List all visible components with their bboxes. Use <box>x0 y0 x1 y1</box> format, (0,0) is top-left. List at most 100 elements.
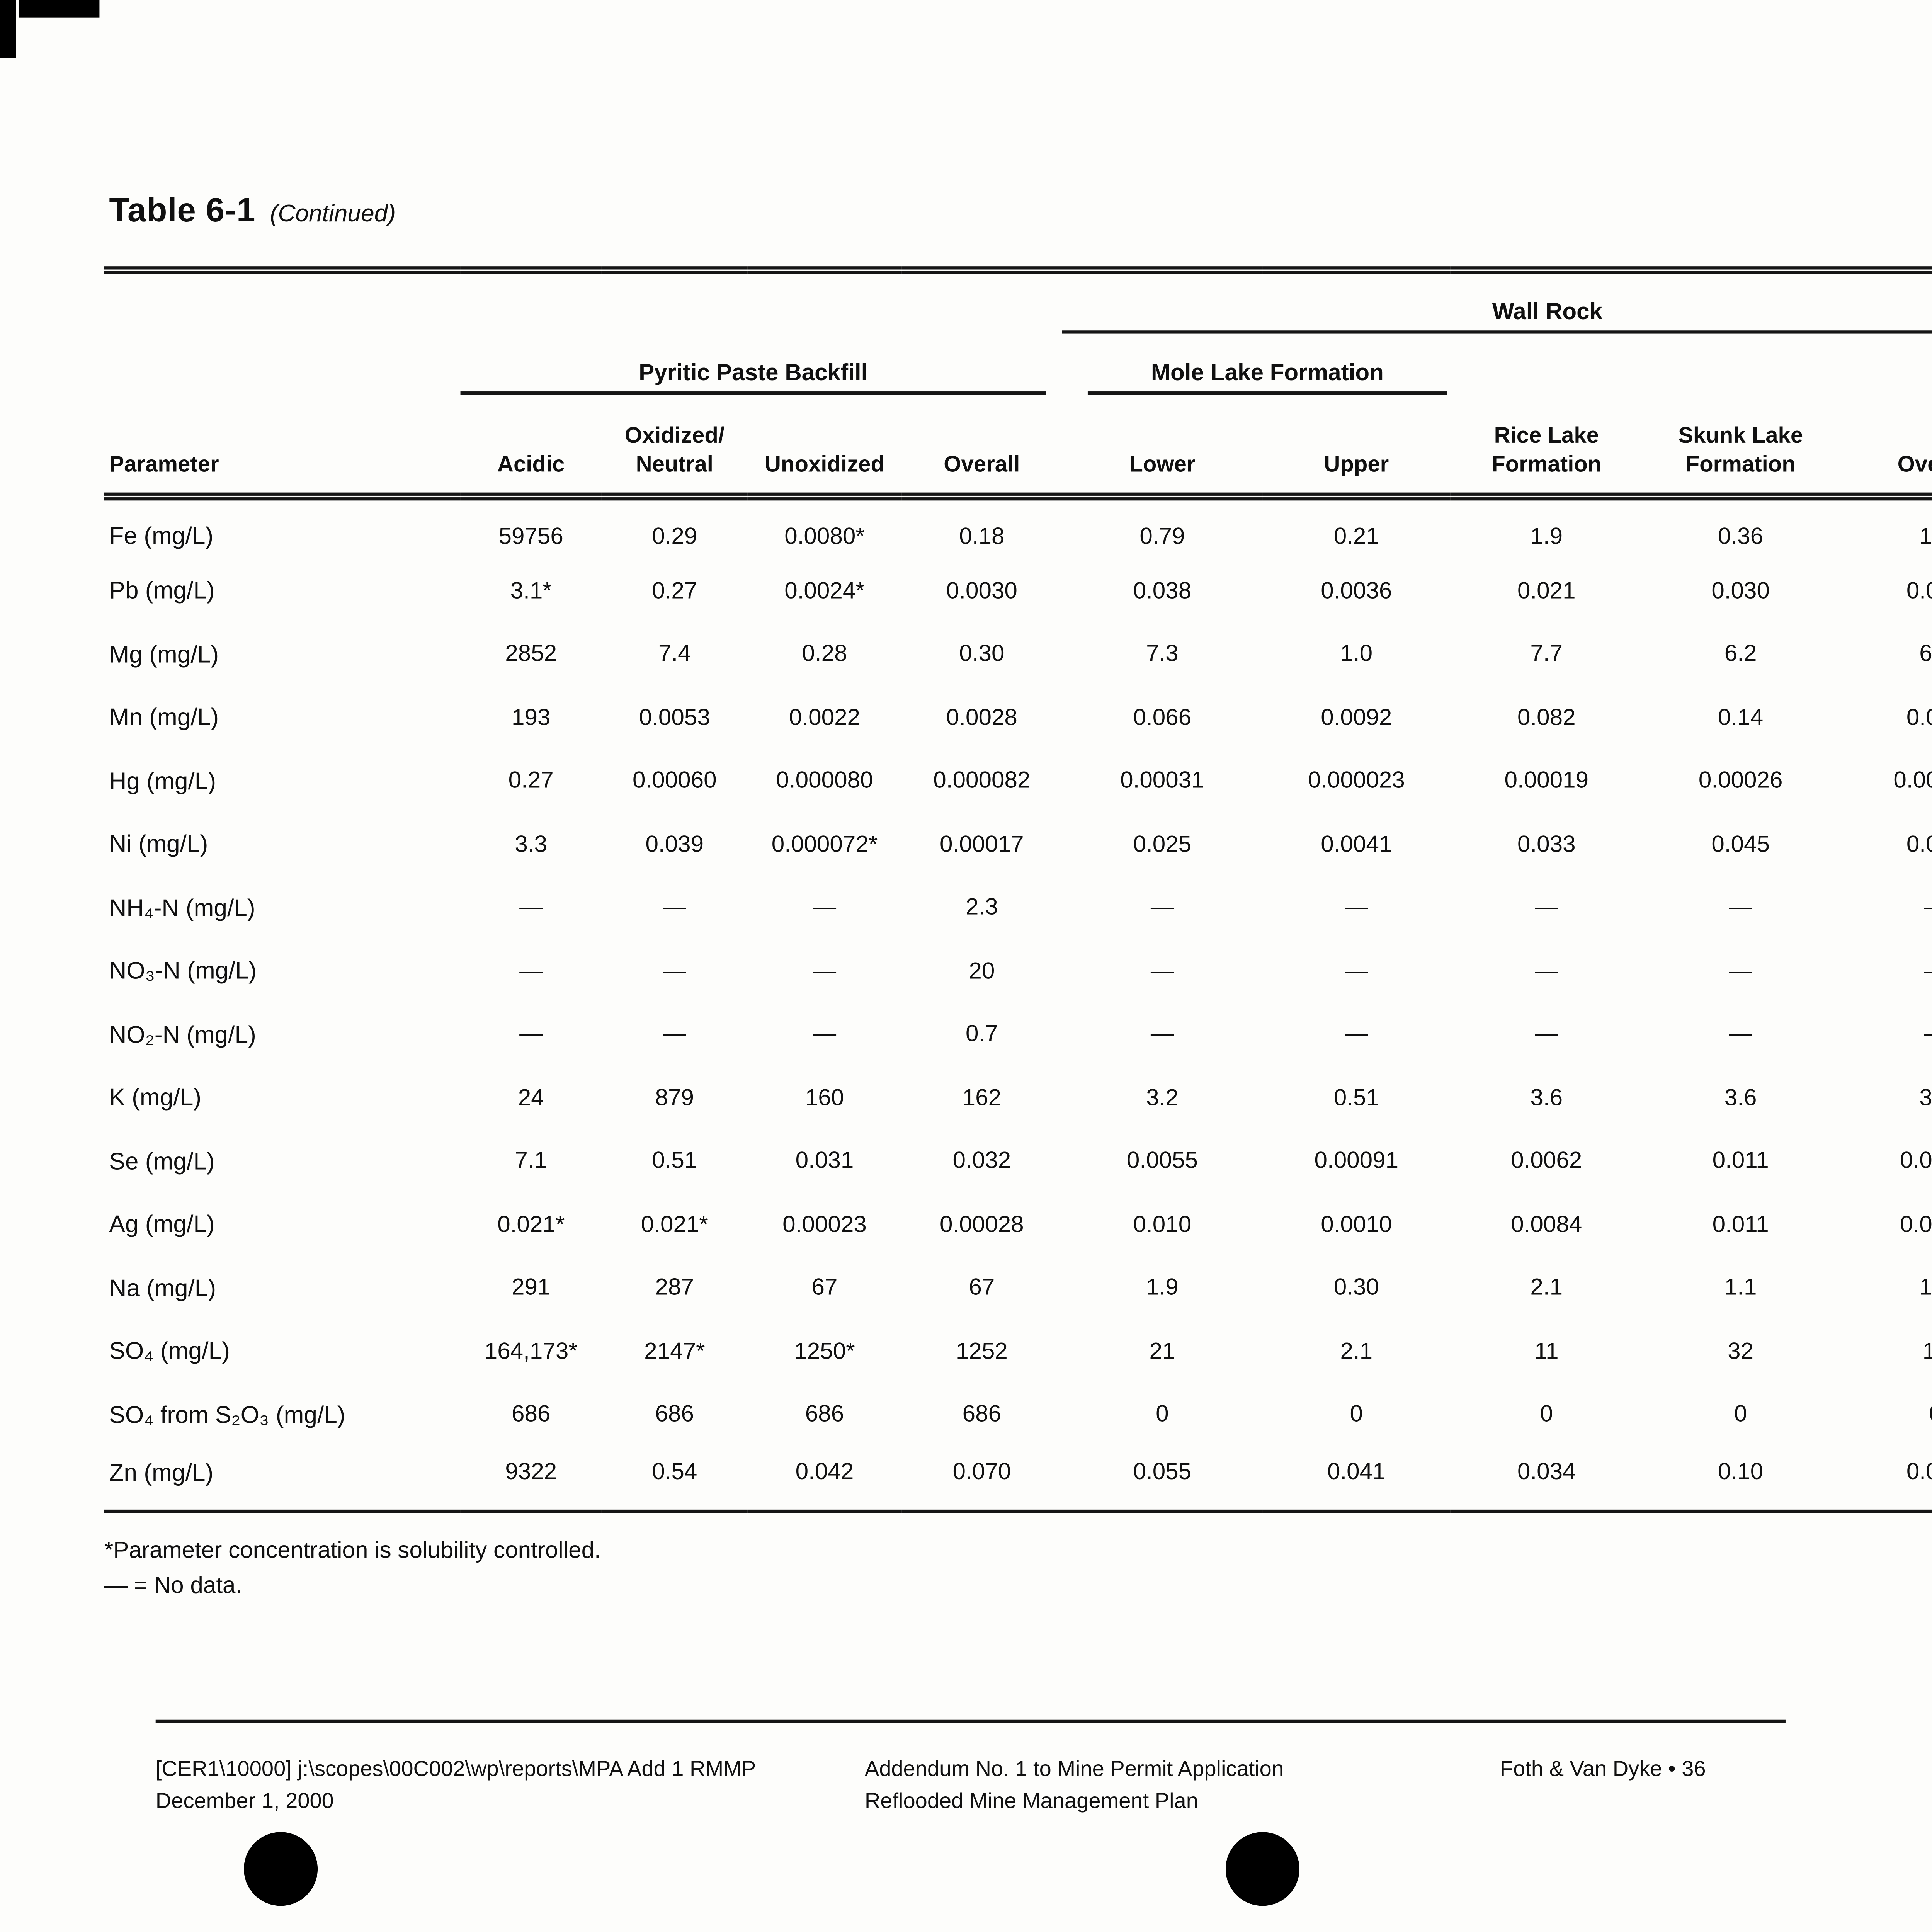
value-cell: — <box>663 1022 686 1048</box>
value-cell: 0.0036 <box>1321 578 1392 605</box>
value-cell: 0.00023 <box>782 1212 867 1238</box>
value-cell: 686 <box>805 1402 844 1429</box>
value-cell: 164,173* <box>484 1339 578 1365</box>
value-cell: 0.034 <box>1450 1447 1643 1512</box>
value-cell: 0.51 <box>1333 1085 1379 1112</box>
parameter-cell: Hg (mg/L) <box>109 768 216 796</box>
wall-rock-group-label: Wall Rock <box>1062 299 1932 333</box>
column-header: Oxidized/Neutral <box>601 394 748 501</box>
value-cell: 291 <box>511 1276 551 1302</box>
table-row: Na (mg/L)29128767671.90.302.11.11.80.156… <box>104 1257 1932 1320</box>
value-cell: 0 <box>1350 1402 1363 1429</box>
value-cell: 0.0041 <box>1321 832 1392 858</box>
value-cell: 1.9 <box>1530 524 1563 549</box>
parameter-cell: Na (mg/L) <box>109 1275 216 1303</box>
value-cell: 0.031 <box>795 1149 854 1175</box>
punch-hole-left <box>244 1832 318 1906</box>
value-cell: 0.51 <box>652 1149 697 1175</box>
value-cell: 0.021 <box>1517 578 1576 605</box>
value-cell: 0.00028 <box>940 1212 1024 1238</box>
value-cell: 0.049 <box>1838 1447 1932 1512</box>
parameter-cell: Ag (mg/L) <box>109 1211 215 1239</box>
value-cell: 1.0 <box>1340 642 1373 668</box>
value-cell: 0.54 <box>601 1447 748 1512</box>
table-title: Table 6-1 (Continued) <box>109 192 396 231</box>
value-cell: 0.27 <box>652 578 697 605</box>
column-header: Lower <box>1062 394 1263 501</box>
value-cell: — <box>1150 959 1174 985</box>
footer-rule <box>155 1719 1786 1723</box>
value-cell: 160 <box>805 1085 844 1112</box>
value-cell: 2.1 <box>1340 1339 1373 1365</box>
value-cell: 0.21 <box>1333 524 1379 549</box>
table-row: Hg (mg/L) 0.27 0.00060 0.000080 0.000082 0.00… <box>104 750 1932 813</box>
punch-hole-center <box>1225 1832 1299 1906</box>
table-row: Mn (mg/L) 193 0.0053 0.0022 0.0028 0.066 0.009… <box>104 687 1932 750</box>
value-cell: 0.042 <box>747 1447 902 1512</box>
table-row: Mg (mg/L)28527.40.280.307.31.07.76.26.70… <box>104 623 1932 687</box>
value-cell: 0.00017 <box>940 832 1024 858</box>
value-cell: 686 <box>511 1402 551 1429</box>
value-cell: 2.3 <box>965 895 998 922</box>
value-cell: 0.00091 <box>1314 1149 1399 1175</box>
value-cell: 879 <box>655 1085 694 1112</box>
table-row: Ag (mg/L) 0.021* 0.021* 0.00023 0.00028 0.010… <box>104 1194 1932 1257</box>
value-cell: — <box>1729 895 1752 922</box>
value-cell: 0.011 <box>1712 1149 1769 1175</box>
parameter-cell: Se (mg/L) <box>109 1148 215 1176</box>
wall-rock-group-header: Wall Rock <box>1062 270 1932 333</box>
value-cell: 0.000072* <box>771 832 878 858</box>
value-cell: 0.033 <box>1517 832 1576 858</box>
value-cell: 1250* <box>794 1339 855 1365</box>
value-cell: 0.028 <box>1906 578 1932 605</box>
value-cell: 0.045 <box>1711 832 1770 858</box>
footer-left-block: [CER1\10000] j:\scopes\00C002\wp\reports… <box>156 1753 865 1816</box>
table-row: Ni (mg/L) 3.3 0.039 0.000072* 0.00017 0.025 0.… <box>104 813 1932 877</box>
page-footer: [CER1\10000] j:\scopes\00C002\wp\reports… <box>155 1719 1786 1816</box>
value-cell: 0.0054 <box>1900 1149 1932 1175</box>
header-group-row-backfill-mole: Pyritic Paste Backfill Mole Lake Formatio… <box>104 333 1932 394</box>
value-cell: 287 <box>655 1276 694 1302</box>
value-cell: 0.29 <box>652 524 697 549</box>
mole-lake-formation-group-header: Mole Lake Formation <box>1062 333 1450 394</box>
footer-file-path: [CER1\10000] j:\scopes\00C002\wp\reports… <box>155 1757 756 1781</box>
column-header: Rice Lake Formation <box>1450 394 1643 501</box>
value-cell: 2147* <box>644 1339 705 1365</box>
value-cell: 0.038 <box>1133 578 1192 605</box>
table-row: NH₄-N (mg/L)———2.3——————1.9 <box>104 877 1932 940</box>
value-cell: 0.00060 <box>632 769 717 795</box>
value-cell: 59756 <box>498 524 563 549</box>
value-cell: — <box>1838 940 1932 1003</box>
value-cell: 0.011 <box>1712 1212 1769 1238</box>
value-cell: 0.14 <box>1718 705 1764 731</box>
value-cell: 0.7 <box>965 1022 998 1048</box>
value-cell: 1252 <box>956 1339 1008 1365</box>
data-table: Wall Rock Pyritic Paste Backfill Mole Lake… <box>104 266 1932 1512</box>
value-cell: 0.30 <box>959 642 1005 668</box>
value-cell: 0.79 <box>1139 524 1185 549</box>
value-cell: 0.0010 <box>1321 1212 1392 1238</box>
footnote-solubility: *Parameter concentration is solubility c… <box>104 1538 601 1565</box>
value-cell: 0.0053 <box>639 705 710 731</box>
scan-artifact-left <box>0 0 16 58</box>
value-cell: 0.00031 <box>1120 769 1204 795</box>
footer-date: December 1, 2000 <box>155 1788 334 1812</box>
value-cell: 16 <box>1838 1320 1932 1384</box>
value-cell: — <box>1535 895 1558 922</box>
value-cell: 0.27 <box>508 769 554 795</box>
column-header: Unoxidized <box>747 394 902 501</box>
value-cell: 0.066 <box>1133 705 1192 731</box>
value-cell: — <box>519 1022 543 1048</box>
table-body: Fe (mg/L) 59756 0.29 0.0080* 0.18 0.79 0.21 1.9… <box>104 497 1932 1512</box>
value-cell: 1.9 <box>1146 1276 1179 1302</box>
value-cell: 32 <box>1728 1339 1754 1365</box>
value-cell: 2852 <box>505 642 557 668</box>
value-cell: 9322 <box>460 1447 602 1512</box>
value-cell: — <box>1535 959 1558 985</box>
value-cell: 6.2 <box>1724 642 1757 668</box>
value-cell: 21 <box>1149 1339 1175 1365</box>
value-cell: 3.0 <box>1919 1085 1932 1112</box>
parameter-cell: Fe (mg/L) <box>109 523 214 551</box>
column-header: Overall <box>901 394 1062 501</box>
scan-artifact-top <box>19 0 100 18</box>
